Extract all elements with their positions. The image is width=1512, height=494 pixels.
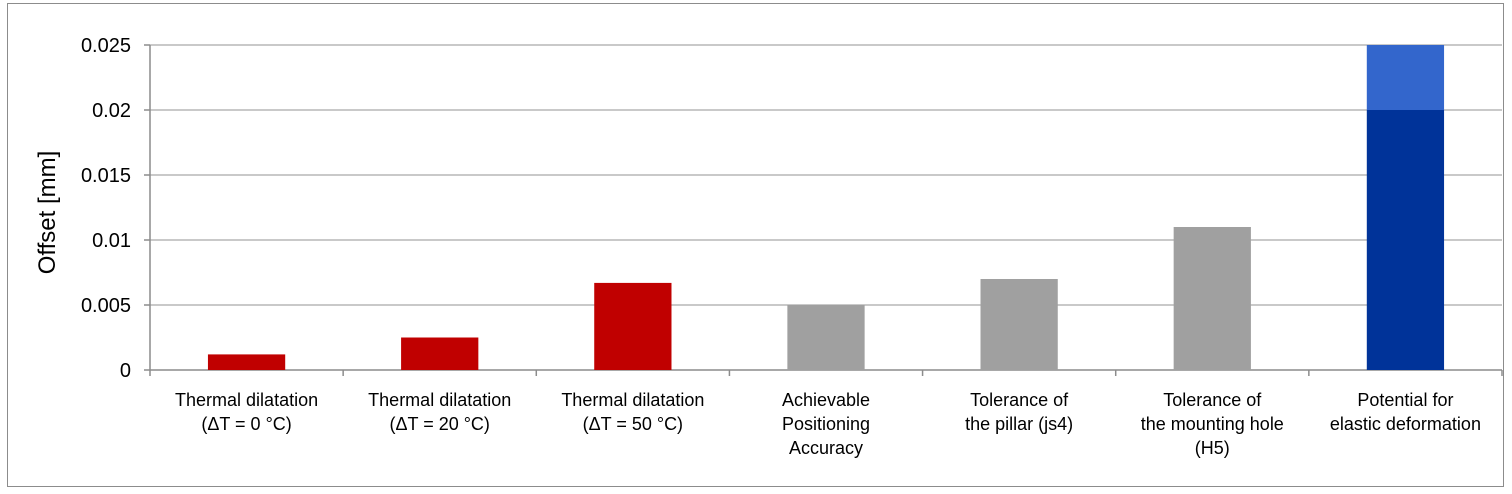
- x-category-label: Tolerance of the pillar (js4): [965, 390, 1073, 434]
- x-category-label: Achievable Positioning Accuracy: [782, 390, 870, 458]
- x-category-label: Potential for elastic deformation: [1330, 390, 1481, 434]
- y-tick-label: 0.005: [81, 295, 131, 317]
- bar: [1366, 45, 1445, 110]
- bar: [401, 337, 479, 370]
- bar: [1173, 227, 1251, 370]
- y-tick-label: 0: [120, 360, 131, 382]
- bar: [594, 282, 672, 370]
- x-category-label: Thermal dilatation (ΔT = 20 °C): [368, 390, 511, 434]
- x-category-label: Thermal dilatation (ΔT = 0 °C): [175, 390, 318, 434]
- y-tick-label: 0.02: [92, 100, 131, 122]
- x-category-label: Thermal dilatation (ΔT = 50 °C): [561, 390, 704, 434]
- bar: [1366, 110, 1445, 370]
- bar: [787, 305, 865, 370]
- y-tick-label: 0.015: [81, 165, 131, 187]
- bar: [207, 354, 286, 370]
- bar: [980, 279, 1058, 370]
- y-tick-label: 0.025: [81, 35, 131, 57]
- x-category-label: Tolerance of the mounting hole (H5): [1141, 390, 1284, 458]
- y-axis-title: Offset [mm]: [34, 151, 61, 275]
- chart-frame: [7, 3, 1504, 487]
- y-tick-label: 0.01: [92, 230, 131, 252]
